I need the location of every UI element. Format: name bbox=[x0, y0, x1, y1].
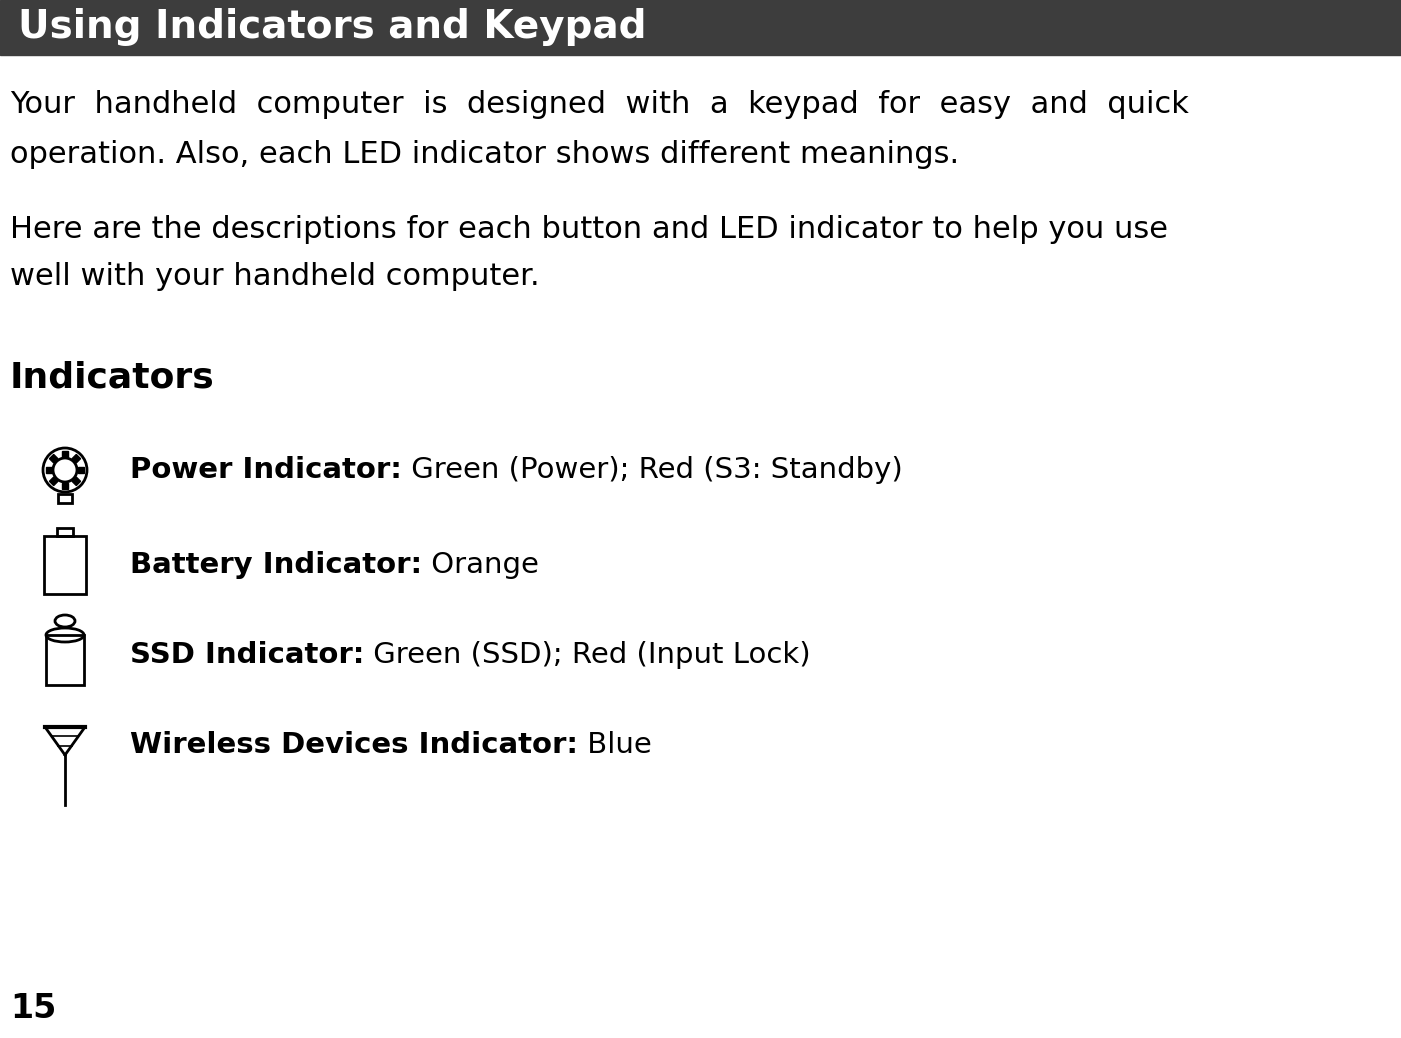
Text: Green (SSD); Red (Input Lock): Green (SSD); Red (Input Lock) bbox=[364, 641, 811, 670]
Text: Battery Indicator:: Battery Indicator: bbox=[130, 551, 422, 579]
Bar bbox=[43, 536, 85, 594]
Text: Wireless Devices Indicator:: Wireless Devices Indicator: bbox=[130, 731, 579, 759]
Text: 15: 15 bbox=[10, 991, 56, 1025]
Bar bbox=[71, 477, 80, 486]
Bar bbox=[49, 477, 57, 486]
Bar bbox=[49, 455, 57, 463]
Bar bbox=[46, 635, 84, 685]
Bar bbox=[62, 450, 69, 457]
Bar bbox=[46, 467, 52, 473]
Text: Indicators: Indicators bbox=[10, 360, 214, 394]
Bar bbox=[57, 494, 71, 503]
Bar bbox=[0, 0, 1401, 55]
Text: Blue: Blue bbox=[579, 731, 651, 759]
Text: Here are the descriptions for each button and LED indicator to help you use: Here are the descriptions for each butto… bbox=[10, 215, 1168, 244]
Bar bbox=[57, 528, 73, 536]
Bar bbox=[78, 467, 84, 473]
Bar bbox=[62, 483, 69, 489]
Text: SSD Indicator:: SSD Indicator: bbox=[130, 641, 364, 670]
Text: well with your handheld computer.: well with your handheld computer. bbox=[10, 262, 539, 291]
Text: Green (Power); Red (S3: Standby): Green (Power); Red (S3: Standby) bbox=[402, 456, 902, 484]
Text: Power Indicator:: Power Indicator: bbox=[130, 456, 402, 484]
Bar bbox=[71, 455, 80, 463]
Text: Orange: Orange bbox=[422, 551, 539, 579]
Text: operation. Also, each LED indicator shows different meanings.: operation. Also, each LED indicator show… bbox=[10, 140, 960, 169]
Text: Your  handheld  computer  is  designed  with  a  keypad  for  easy  and  quick: Your handheld computer is designed with … bbox=[10, 90, 1189, 119]
Text: Using Indicators and Keypad: Using Indicators and Keypad bbox=[18, 8, 646, 47]
